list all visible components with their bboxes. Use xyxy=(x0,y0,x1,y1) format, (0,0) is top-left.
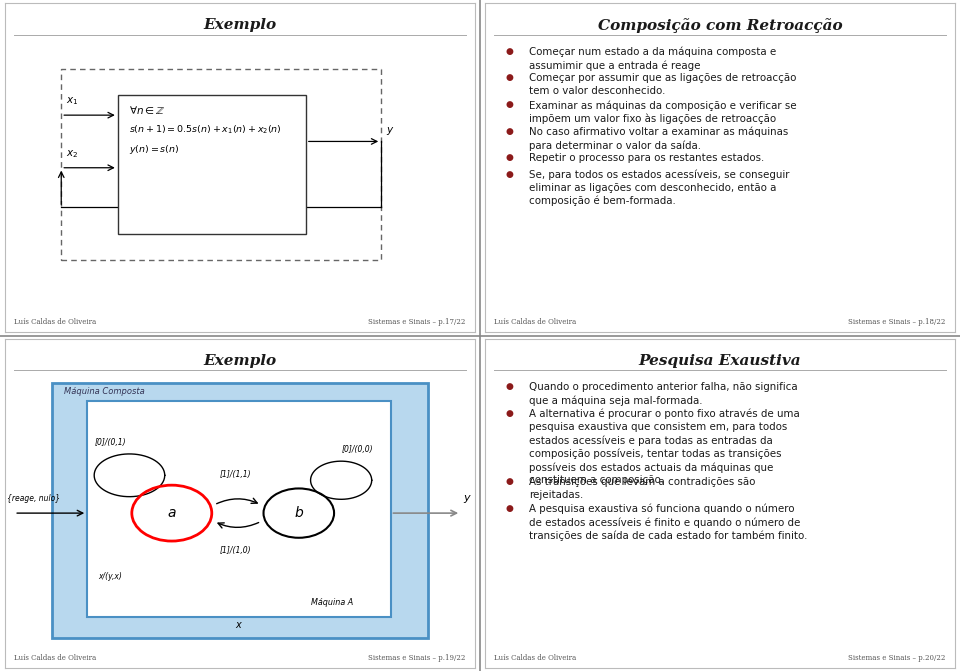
Text: [1]/(1,0): [1]/(1,0) xyxy=(220,546,252,555)
Text: A alternativa é procurar o ponto fixo através de uma
pesquisa exaustiva que cons: A alternativa é procurar o ponto fixo at… xyxy=(530,409,801,485)
Bar xyxy=(61,69,381,260)
Text: x/(y,x): x/(y,x) xyxy=(99,572,123,581)
Text: Examinar as máquinas da composição e verificar se
impõem um valor fixo às ligaçõ: Examinar as máquinas da composição e ver… xyxy=(530,100,797,124)
Text: [1]/(1,1): [1]/(1,1) xyxy=(220,470,252,478)
Text: $y(n) = s(n)$: $y(n) = s(n)$ xyxy=(130,143,180,156)
Text: a: a xyxy=(168,506,176,520)
Text: Sistemas e Sinais – p.20/22: Sistemas e Sinais – p.20/22 xyxy=(849,654,946,662)
Text: $s(n+1) = 0.5s(n) + x_1(n) + x_2(n)$: $s(n+1) = 0.5s(n) + x_1(n) + x_2(n)$ xyxy=(130,123,282,136)
Text: ●: ● xyxy=(506,382,514,391)
Text: Exemplo: Exemplo xyxy=(204,354,276,368)
Text: ●: ● xyxy=(506,503,514,513)
Text: Luís Caldas de Oliveira: Luís Caldas de Oliveira xyxy=(494,318,576,326)
Text: Sistemas e Sinais – p.17/22: Sistemas e Sinais – p.17/22 xyxy=(369,318,466,326)
Text: Começar por assumir que as ligações de retroacção
tem o valor desconhecido.: Começar por assumir que as ligações de r… xyxy=(530,73,797,96)
Text: ●: ● xyxy=(506,409,514,418)
Text: Composição com Retroacção: Composição com Retroacção xyxy=(598,18,842,33)
Text: $\forall n \in \mathbb{Z}$: $\forall n \in \mathbb{Z}$ xyxy=(130,103,166,115)
Text: Exemplo: Exemplo xyxy=(204,18,276,32)
Text: ●: ● xyxy=(506,47,514,56)
Text: Quando o procedimento anterior falha, não significa
que a máquina seja mal-forma: Quando o procedimento anterior falha, nã… xyxy=(530,382,798,406)
Text: ●: ● xyxy=(506,73,514,83)
Text: As transições que levam a contradições são
rejeitadas.: As transições que levam a contradições s… xyxy=(530,477,756,500)
Text: Repetir o processo para os restantes estados.: Repetir o processo para os restantes est… xyxy=(530,153,765,163)
Text: [0]/(0,0): [0]/(0,0) xyxy=(342,445,373,454)
Text: {reage, nulo}: {reage, nulo} xyxy=(7,495,60,503)
Text: ●: ● xyxy=(506,100,514,109)
Text: Luís Caldas de Oliveira: Luís Caldas de Oliveira xyxy=(14,654,96,662)
Text: x: x xyxy=(235,620,241,630)
Bar xyxy=(118,95,306,234)
Text: Começar num estado a da máquina composta e
assumimir que a entrada é reage: Começar num estado a da máquina composta… xyxy=(530,47,777,70)
Text: [0]/(0,1): [0]/(0,1) xyxy=(95,438,127,448)
Text: Máquina A: Máquina A xyxy=(311,598,353,607)
Text: Se, para todos os estados acessíveis, se conseguir
eliminar as ligações com desc: Se, para todos os estados acessíveis, se… xyxy=(530,170,790,207)
Text: $x_2$: $x_2$ xyxy=(66,148,78,160)
Text: Sistemas e Sinais – p.18/22: Sistemas e Sinais – p.18/22 xyxy=(849,318,946,326)
Text: ●: ● xyxy=(506,127,514,136)
Text: No caso afirmativo voltar a examinar as máquinas
para determinar o valor da saíd: No caso afirmativo voltar a examinar as … xyxy=(530,127,789,150)
Text: Sistemas e Sinais – p.19/22: Sistemas e Sinais – p.19/22 xyxy=(369,654,466,662)
Text: Pesquisa Exaustiva: Pesquisa Exaustiva xyxy=(638,354,802,368)
Text: ●: ● xyxy=(506,170,514,178)
Text: ●: ● xyxy=(506,153,514,162)
Text: $y$: $y$ xyxy=(386,125,395,136)
Bar xyxy=(52,383,428,638)
Text: b: b xyxy=(295,506,303,520)
Text: Luís Caldas de Oliveira: Luís Caldas de Oliveira xyxy=(14,318,96,326)
Text: Luís Caldas de Oliveira: Luís Caldas de Oliveira xyxy=(494,654,576,662)
Text: A pesquisa exaustiva só funciona quando o número
de estados acessíveis é finito : A pesquisa exaustiva só funciona quando … xyxy=(530,503,808,541)
Text: ●: ● xyxy=(506,477,514,486)
Text: $x_1$: $x_1$ xyxy=(66,95,79,107)
Text: y: y xyxy=(464,493,470,503)
Text: Máquina Composta: Máquina Composta xyxy=(63,386,144,395)
Bar xyxy=(87,401,391,617)
